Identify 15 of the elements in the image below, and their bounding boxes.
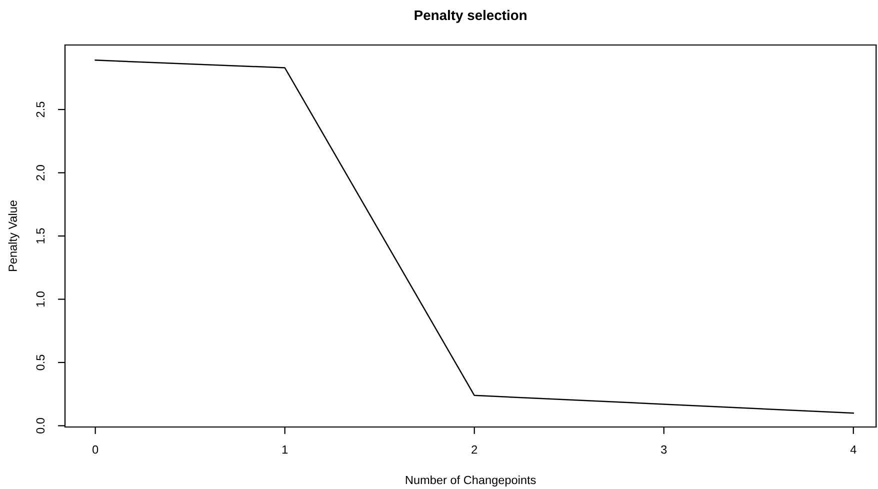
y-tick-label: 2.5 bbox=[36, 102, 45, 118]
x-tick-label: 3 bbox=[661, 445, 667, 454]
x-tick-label: 4 bbox=[850, 445, 856, 454]
chart-title: Penalty selection bbox=[414, 10, 526, 23]
x-tick-label: 0 bbox=[92, 445, 98, 454]
y-tick-label: 0.0 bbox=[36, 418, 45, 434]
line-series bbox=[94, 60, 854, 414]
y-axis-title: Penalty Value bbox=[8, 200, 20, 272]
y-tick-label: 1.0 bbox=[36, 292, 45, 307]
y-tick-label: 1.5 bbox=[36, 228, 45, 244]
y-tick-label: 0.5 bbox=[36, 354, 45, 370]
y-tick-label: 2.0 bbox=[36, 165, 45, 180]
x-tick-label: 1 bbox=[282, 445, 288, 454]
x-tick-label: 2 bbox=[472, 445, 478, 454]
x-axis-title: Number of Changepoints bbox=[406, 476, 536, 487]
